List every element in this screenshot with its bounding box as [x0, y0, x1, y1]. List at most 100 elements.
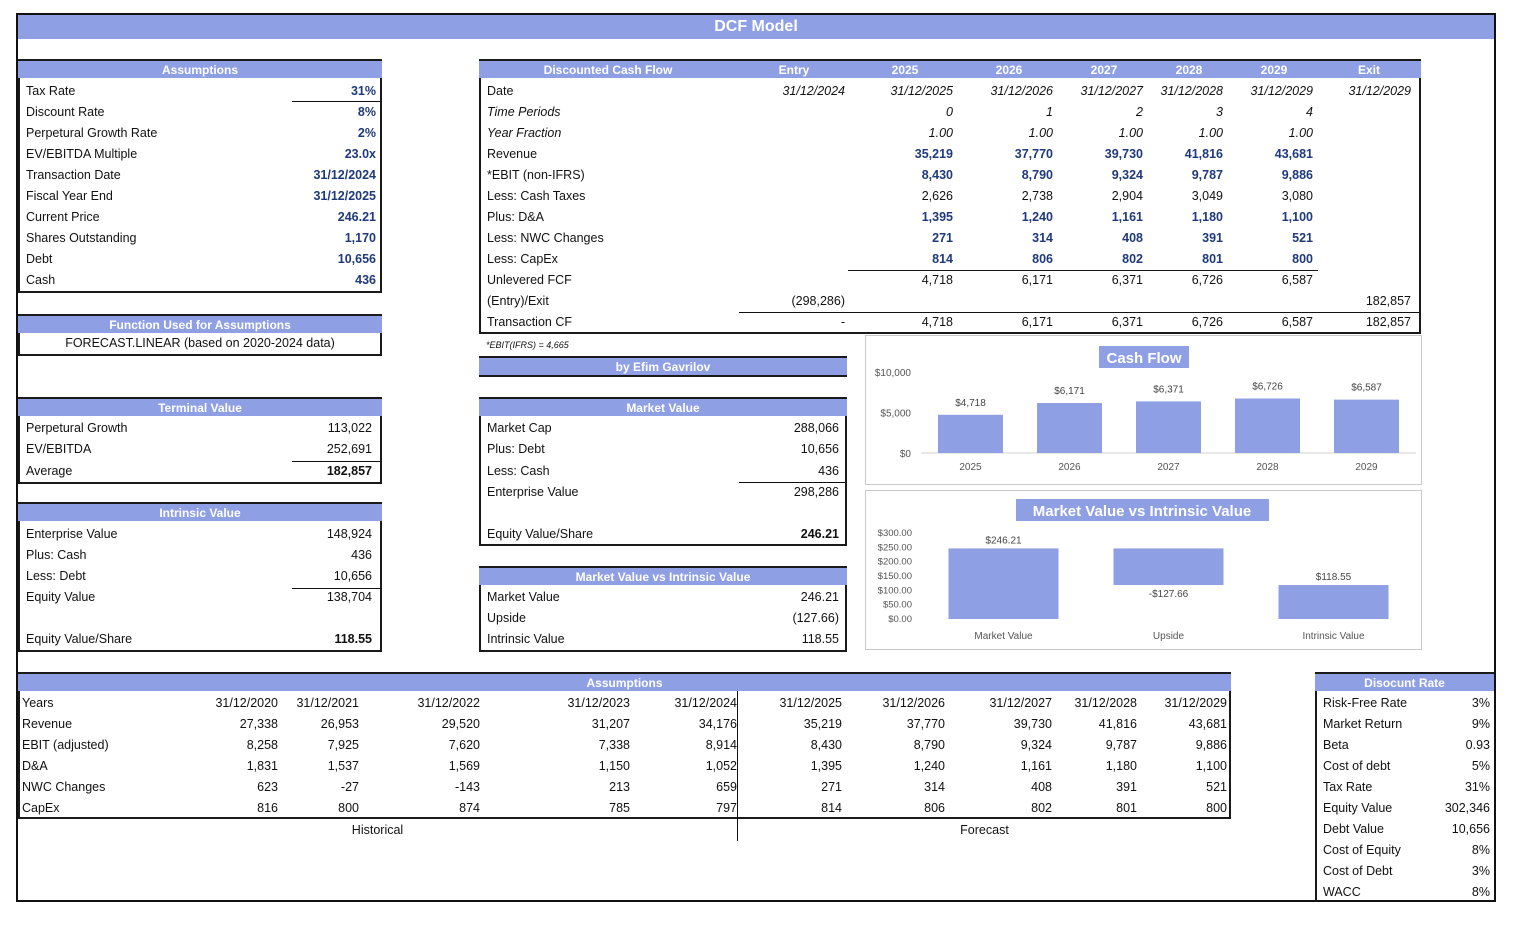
bottom-cell: 37,770	[906, 717, 945, 731]
chart-title-bg	[1099, 346, 1189, 368]
bottom-cell: 785	[609, 801, 630, 815]
x-tick-label: Intrinsic Value	[1302, 631, 1365, 642]
dcf-cell: 801	[1202, 252, 1223, 266]
assumption-label: Discount Rate	[26, 105, 105, 119]
y-tick-label: $100.00	[878, 585, 912, 596]
assumptions-header: Assumptions	[18, 59, 382, 78]
data-label: $6,171	[1054, 386, 1085, 397]
function-used-header: Function Used for Assumptions	[18, 314, 382, 333]
bottom-col-header: 31/12/2023	[567, 696, 630, 710]
dcf-cell: 802	[1122, 252, 1143, 266]
bottom-col-header: 31/12/2024	[674, 696, 737, 710]
assumption-value[interactable]: 436	[355, 273, 376, 287]
y-tick-label: $0	[900, 449, 912, 460]
bar	[1037, 403, 1102, 453]
dcf-row: Year Fraction 1.00 1.00 1.00 1.00 1.00	[481, 123, 1419, 144]
y-tick-label: $50.00	[883, 600, 912, 611]
bottom-col-header: 31/12/2029	[1164, 696, 1227, 710]
mv-vs-iv-header: Market Value vs Intrinsic Value	[479, 566, 847, 585]
function-used-text: FORECAST.LINEAR (based on 2020-2024 data…	[65, 336, 335, 350]
dcf-cell: 6,726	[1191, 273, 1223, 287]
dcf-cell: 1.00	[1198, 126, 1223, 140]
market-value-row: Equity Value/Share 246.21	[487, 527, 839, 541]
bar	[1278, 585, 1389, 619]
bottom-cell: 801	[1116, 801, 1137, 815]
terminal-value-row: EV/EBITDA 252,691	[26, 442, 372, 456]
dcf-col-header: Exit	[1357, 63, 1380, 77]
assumption-label: Shares Outstanding	[26, 231, 137, 245]
assumption-row: Cash 436	[20, 270, 380, 291]
bottom-cell: 521	[1206, 780, 1227, 794]
bar	[948, 548, 1059, 619]
dcf-row-label: *EBIT (non-IFRS)	[487, 168, 585, 182]
dcf-cell: 2,626	[921, 189, 953, 203]
x-tick-label: 2026	[1058, 462, 1081, 473]
bottom-col-header: 31/12/2028	[1074, 696, 1137, 710]
assumption-label: Tax Rate	[26, 84, 76, 98]
discount-rate-row: Cost of debt 5%	[1323, 759, 1490, 773]
dcf-cell: 391	[1202, 231, 1223, 245]
cash-flow-chart: Cash Flow $10,000 $5,000 $0 $4,718 2025 $6,171…	[875, 346, 1416, 473]
bottom-col-header: 31/12/2020	[215, 696, 278, 710]
assumption-value[interactable]: 23.0x	[344, 147, 376, 161]
bottom-cell: 29,520	[441, 717, 480, 731]
dcf-row-label: Less: Cash Taxes	[487, 189, 586, 203]
bottom-cell: 31,207	[591, 717, 630, 731]
terminal-value-box: Perpetural Growth 113,022 EV/EBITDA 252,…	[18, 416, 382, 484]
dcf-cell: 1.00	[1118, 126, 1143, 140]
dcf-cell: 4,718	[921, 315, 953, 329]
dcf-row-label: (Entry)/Exit	[487, 294, 549, 308]
assumption-value[interactable]: 10,656	[337, 252, 376, 266]
dcf-cell: 31/12/2027	[1080, 84, 1143, 98]
dcf-cell: 31/12/2028	[1160, 84, 1223, 98]
mv-vs-iv-chart: Market Value vs Intrinsic Value $300.00 $2…	[878, 499, 1389, 642]
bottom-table-row: NWC Changes 623 -27 -143 213 659 271 314 408 391 5…	[20, 777, 1229, 798]
assumption-row: Discount Rate 8%	[20, 102, 380, 123]
assumption-value[interactable]: 246.21	[337, 210, 376, 224]
assumption-row: EV/EBITDA Multiple 23.0x	[20, 144, 380, 165]
bottom-cell: 9,324	[1020, 738, 1052, 752]
dcf-cell: 31/12/2029	[1348, 84, 1411, 98]
dcf-cell: 1,395	[921, 210, 953, 224]
bottom-cell: 391	[1116, 780, 1137, 794]
market-value-row: Enterprise Value 298,286	[487, 485, 839, 499]
bottom-table-row: D&A 1,831 1,537 1,569 1,150 1,052 1,395 1,240 1,…	[20, 756, 1229, 777]
bottom-col-header: 31/12/2021	[296, 696, 359, 710]
assumption-row: Tax Rate 31%	[20, 81, 380, 102]
dcf-cell: 6,726	[1191, 315, 1223, 329]
bottom-cell: -27	[340, 780, 359, 794]
assumption-value[interactable]: 8%	[357, 105, 376, 119]
bottom-cell: 26,953	[320, 717, 359, 731]
historical-label: Historical	[351, 823, 404, 837]
dcf-row: *EBIT (non-IFRS) 8,430 8,790 9,324 9,787 9,88…	[481, 165, 1419, 186]
assumption-value[interactable]: 1,170	[344, 231, 376, 245]
data-label: $4,718	[955, 398, 986, 409]
page-title: DCF Model	[18, 15, 1494, 39]
assumption-value[interactable]: 2%	[357, 126, 376, 140]
bottom-cell: 797	[716, 801, 737, 815]
cash-flow-chart-box: Cash Flow $10,000 $5,000 $0 $4,718 2025 $6,171…	[865, 335, 1422, 485]
bottom-cell: 314	[924, 780, 945, 794]
y-tick-label: $200.00	[878, 557, 912, 568]
x-tick-label: 2027	[1157, 462, 1180, 473]
dcf-row-label: Time Periods	[487, 105, 561, 119]
bottom-cell: 659	[716, 780, 737, 794]
x-tick-label: 2028	[1256, 462, 1279, 473]
bottom-col-header: 31/12/2022	[417, 696, 480, 710]
bottom-cell: 1,537	[327, 759, 359, 773]
discount-rate-row: Cost of Equity 8%	[1323, 843, 1490, 857]
mv-vs-iv-row: Market Value 246.21	[487, 590, 839, 604]
dcf-cell: 271	[932, 231, 953, 245]
data-label: $6,587	[1351, 383, 1382, 394]
terminal-value-row: Perpetural Growth 113,022	[26, 421, 372, 435]
data-label: $6,726	[1252, 382, 1283, 393]
bottom-row-label: CapEx	[22, 801, 60, 815]
assumption-value[interactable]: 31%	[350, 84, 376, 98]
assumption-value[interactable]: 31/12/2024	[313, 168, 376, 182]
bottom-cell: 8,790	[913, 738, 945, 752]
bottom-cell: 800	[338, 801, 359, 815]
dcf-cell: 6,371	[1111, 273, 1143, 287]
bottom-cell: 7,338	[598, 738, 630, 752]
terminal-value-header: Terminal Value	[18, 397, 382, 416]
assumption-value[interactable]: 31/12/2025	[313, 189, 376, 203]
